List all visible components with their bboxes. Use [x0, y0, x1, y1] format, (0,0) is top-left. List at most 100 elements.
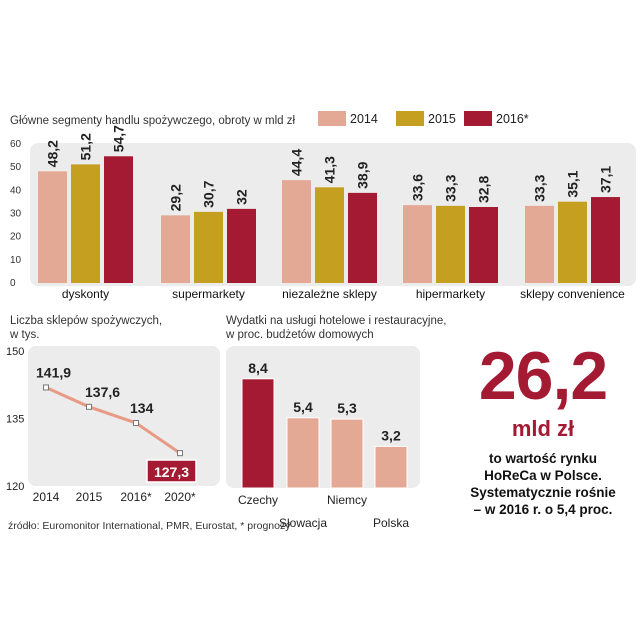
- category-label: supermarkety: [172, 287, 245, 301]
- bar-czechy: [241, 378, 275, 489]
- bar-supermarkety-2015: [194, 211, 223, 283]
- description-line: – w 2016 r. o 5,4 proc.: [473, 502, 613, 517]
- bar-dyskonty-2016: [104, 156, 133, 283]
- bar-value-label: 32: [234, 189, 250, 205]
- horeca-market-description: to wartość rynku HoReCa w Polsce. System…: [448, 450, 638, 518]
- category-label: Niemcy: [327, 493, 367, 507]
- bar-niezależne-sklepy-2014: [282, 180, 311, 283]
- legend-label: 2016*: [496, 112, 529, 126]
- bar-value-label: 41,3: [322, 156, 338, 183]
- bar-niezależne-sklepy-2015: [315, 187, 344, 283]
- y-tick-label: 135: [6, 414, 24, 426]
- bar-value-label: 30,7: [201, 180, 217, 207]
- data-point-marker: [86, 403, 92, 410]
- description-line: HoReCa w Polsce.: [484, 468, 602, 483]
- bar-hipermarkety-2016: [469, 207, 498, 283]
- x-tick-label: 2015: [76, 490, 103, 504]
- bar-sklepy-convenience-2014: [525, 205, 554, 283]
- y-tick-label: 10: [10, 255, 22, 266]
- bar-value-label: 48,2: [45, 140, 61, 167]
- bar-value-label: 5,4: [293, 399, 313, 415]
- bar-value-label: 33,3: [443, 174, 459, 201]
- y-tick-label: 60: [10, 139, 22, 150]
- shops-y-axis: 120 135 150: [6, 346, 24, 493]
- category-label: Czechy: [238, 493, 278, 507]
- bar-value-label: 5,3: [337, 400, 357, 416]
- bar-value-label: 33,6: [410, 174, 426, 201]
- category-label: Polska: [373, 516, 409, 530]
- y-tick-label: 120: [6, 481, 24, 493]
- data-value-label: 137,6: [85, 384, 120, 400]
- bar-value-label: 35,1: [565, 170, 581, 197]
- x-tick-label: 2020*: [164, 490, 196, 504]
- segments-chart-title: Główne segmenty handlu spożywczego, obro…: [10, 115, 296, 127]
- bar-supermarkety-2016: [227, 208, 256, 283]
- segments-legend: 2014 2015 2016*: [318, 111, 529, 126]
- forecast-value-label: 127,3: [154, 464, 189, 480]
- bar-niemcy: [330, 418, 364, 489]
- horeca-bars: 8,4 5,4 5,3 3,2: [241, 360, 408, 489]
- bar-polska: [374, 445, 408, 489]
- legend-label: 2014: [350, 112, 378, 126]
- legend-label: 2015: [428, 112, 456, 126]
- bar-supermarkety-2014: [161, 215, 190, 283]
- shops-series: 141,9 137,6 134 127,3: [36, 364, 197, 483]
- shops-trend-line: [45, 386, 181, 455]
- bar-value-label: 54,7: [111, 125, 127, 152]
- y-tick-label: 150: [6, 346, 24, 358]
- category-label: dyskonty: [62, 287, 109, 301]
- category-label: Słowacja: [279, 516, 327, 530]
- bar-słowacja: [286, 417, 320, 489]
- description-line: Systematycznie rośnie: [470, 485, 616, 500]
- data-point-marker: [177, 450, 183, 457]
- horeca-market-unit: mld zł: [511, 416, 575, 441]
- segments-y-axis: 0 10 20 30 40 50 60: [10, 139, 22, 289]
- bar-value-label: 8,4: [248, 360, 268, 376]
- bar-dyskonty-2015: [71, 164, 100, 283]
- legend-swatch-2015: [396, 111, 424, 126]
- x-tick-label: 2014: [33, 490, 60, 504]
- bar-niezależne-sklepy-2016: [348, 192, 377, 283]
- horeca-chart-title-line-1: Wydatki na usługi hotelowe i restauracyj…: [226, 315, 446, 327]
- bar-hipermarkety-2015: [436, 205, 465, 283]
- bar-value-label: 44,4: [289, 149, 305, 176]
- data-point-marker: [43, 384, 49, 391]
- bar-dyskonty-2014: [38, 171, 67, 283]
- bar-value-label: 32,8: [476, 176, 492, 203]
- segments-bars: 48,2 51,2 54,7 29,2 30,7 32 44,4 41,3 38,9 33,6 33…: [38, 125, 620, 283]
- bar-value-label: 33,3: [532, 174, 548, 201]
- bar-value-label: 29,2: [168, 184, 184, 211]
- data-value-label: 141,9: [36, 364, 71, 380]
- segments-bar-chart: Główne segmenty handlu spożywczego, obro…: [10, 111, 636, 301]
- category-label: hipermarkety: [416, 287, 485, 301]
- horeca-chart-title-line-2: w proc. budżetów domowych: [225, 329, 374, 341]
- shops-chart-title-line-1: Liczba sklepów spożywczych,: [10, 315, 162, 327]
- data-point-marker: [133, 420, 139, 426]
- y-tick-label: 0: [10, 278, 16, 289]
- shops-line-chart: Liczba sklepów spożywczych, w tys. 120 13…: [6, 315, 220, 504]
- description-line: to wartość rynku: [488, 451, 598, 466]
- bar-value-label: 51,2: [78, 133, 94, 160]
- source-note: źródło: Euromonitor International, PMR, …: [8, 520, 291, 532]
- x-tick-label: 2016*: [120, 490, 152, 504]
- shops-chart-title-line-2: w tys.: [9, 329, 39, 341]
- y-tick-label: 50: [10, 162, 22, 173]
- category-label: niezależne sklepy: [282, 287, 377, 301]
- segments-categories: dyskonty supermarkety niezależne sklepy hip…: [62, 287, 625, 301]
- bar-sklepy-convenience-2015: [558, 201, 587, 283]
- horeca-market-value: 26,2: [478, 338, 608, 414]
- legend-swatch-2016: [464, 111, 492, 126]
- shops-chart-panel: [28, 346, 220, 486]
- y-tick-label: 20: [10, 232, 22, 243]
- y-tick-label: 30: [10, 209, 22, 220]
- category-label: sklepy convenience: [520, 287, 625, 301]
- horeca-bar-chart: Wydatki na usługi hotelowe i restauracyj…: [225, 315, 446, 530]
- bar-value-label: 38,9: [355, 161, 371, 188]
- bar-value-label: 37,1: [598, 166, 614, 193]
- legend-swatch-2014: [318, 111, 346, 126]
- y-tick-label: 40: [10, 185, 22, 196]
- forecast-value-box: [146, 459, 197, 483]
- shops-x-axis: 2014 2015 2016* 2020*: [33, 490, 196, 504]
- bar-value-label: 3,2: [381, 427, 401, 443]
